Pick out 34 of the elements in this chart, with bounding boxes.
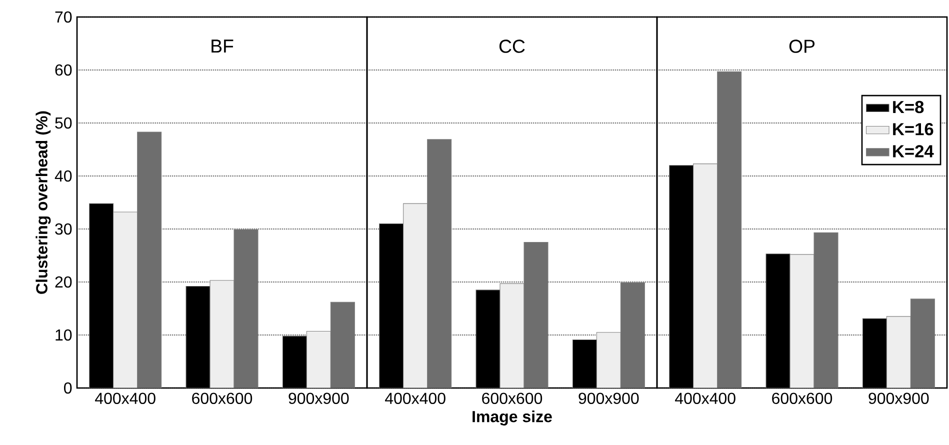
text: OP (789, 40, 815, 53)
y-tick-label: 30 (55, 223, 72, 235)
x-tick-label: 400x400 (95, 392, 156, 404)
legend-label: K=8 (893, 100, 924, 114)
x-tick-label: 400x400 (675, 392, 736, 404)
bar (524, 242, 548, 388)
x-tick-label: 600x600 (482, 392, 542, 404)
x-axis-title: Image size (472, 410, 552, 426)
y-tick-label: 0 (64, 382, 72, 394)
bar (596, 332, 621, 388)
y-tick-label: 50 (55, 117, 72, 129)
bar (790, 254, 814, 388)
bar (500, 283, 524, 388)
x-tick-label: 900x900 (288, 392, 349, 404)
bar (886, 316, 911, 388)
y-tick-label: 70 (55, 11, 72, 23)
bar (403, 203, 428, 388)
bar (693, 164, 718, 388)
legend-label: K=16 (893, 123, 934, 136)
x-tick-label: 600x600 (772, 392, 832, 404)
text: BF (212, 40, 234, 53)
bar (427, 139, 452, 388)
y-tick-label: 10 (56, 329, 72, 341)
legend-label: K=24 (893, 145, 934, 158)
bar (620, 282, 645, 388)
x-tick-label: 900x900 (868, 392, 929, 404)
text: CC (499, 40, 525, 53)
y-tick-label: 60 (55, 64, 72, 76)
x-tick-label: 600x600 (192, 392, 252, 404)
x-tick-label: 900x900 (578, 392, 639, 404)
x-tick-label: 400x400 (385, 392, 446, 404)
y-tick-label: 20 (55, 276, 72, 288)
y-axis-title: Clustering overhead (%) (36, 111, 51, 294)
y-tick-label: 40 (54, 170, 72, 182)
